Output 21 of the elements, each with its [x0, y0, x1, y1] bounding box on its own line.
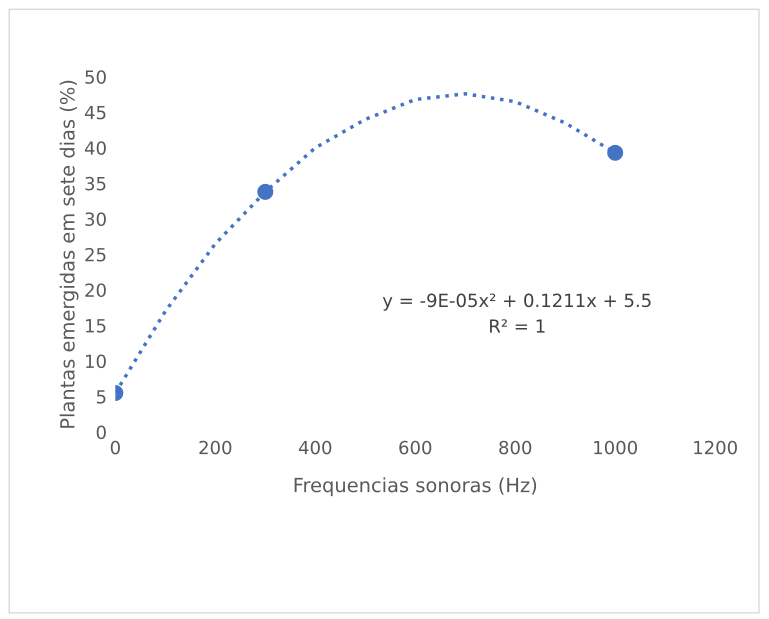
- x-axis-title: Frequencias sonoras (Hz): [294, 477, 536, 496]
- y-tick-label: 0: [96, 426, 106, 440]
- y-tick-label: 5: [96, 390, 106, 404]
- y-tick-label: 15: [86, 319, 106, 333]
- y-tick-label: 35: [85, 176, 106, 190]
- x-tick-label: 600: [399, 440, 432, 454]
- x-tick-label: 1200: [694, 440, 737, 454]
- y-tick-label: 10: [86, 354, 106, 368]
- y-tick-label: 45: [84, 106, 106, 120]
- y-axis-title: Plantas emergidas em sete dias (%): [60, 80, 78, 428]
- annotation: y = -9E-05x² + 0.1211x + 5.5 R² = 1: [382, 294, 651, 333]
- y-tick-label: 50: [85, 70, 106, 84]
- y-tick-label: 30: [85, 212, 106, 226]
- y-tick-label: 20: [85, 283, 106, 298]
- x-tick-label: 1000: [594, 440, 637, 454]
- y-tick-label: 25: [85, 248, 106, 262]
- x-tick-label: 0: [110, 440, 120, 454]
- x-tick-label: 800: [499, 440, 532, 454]
- x-tick-label: 400: [298, 440, 332, 454]
- y-tick-label: 40: [84, 141, 106, 155]
- x-tick-label: 200: [199, 440, 232, 454]
